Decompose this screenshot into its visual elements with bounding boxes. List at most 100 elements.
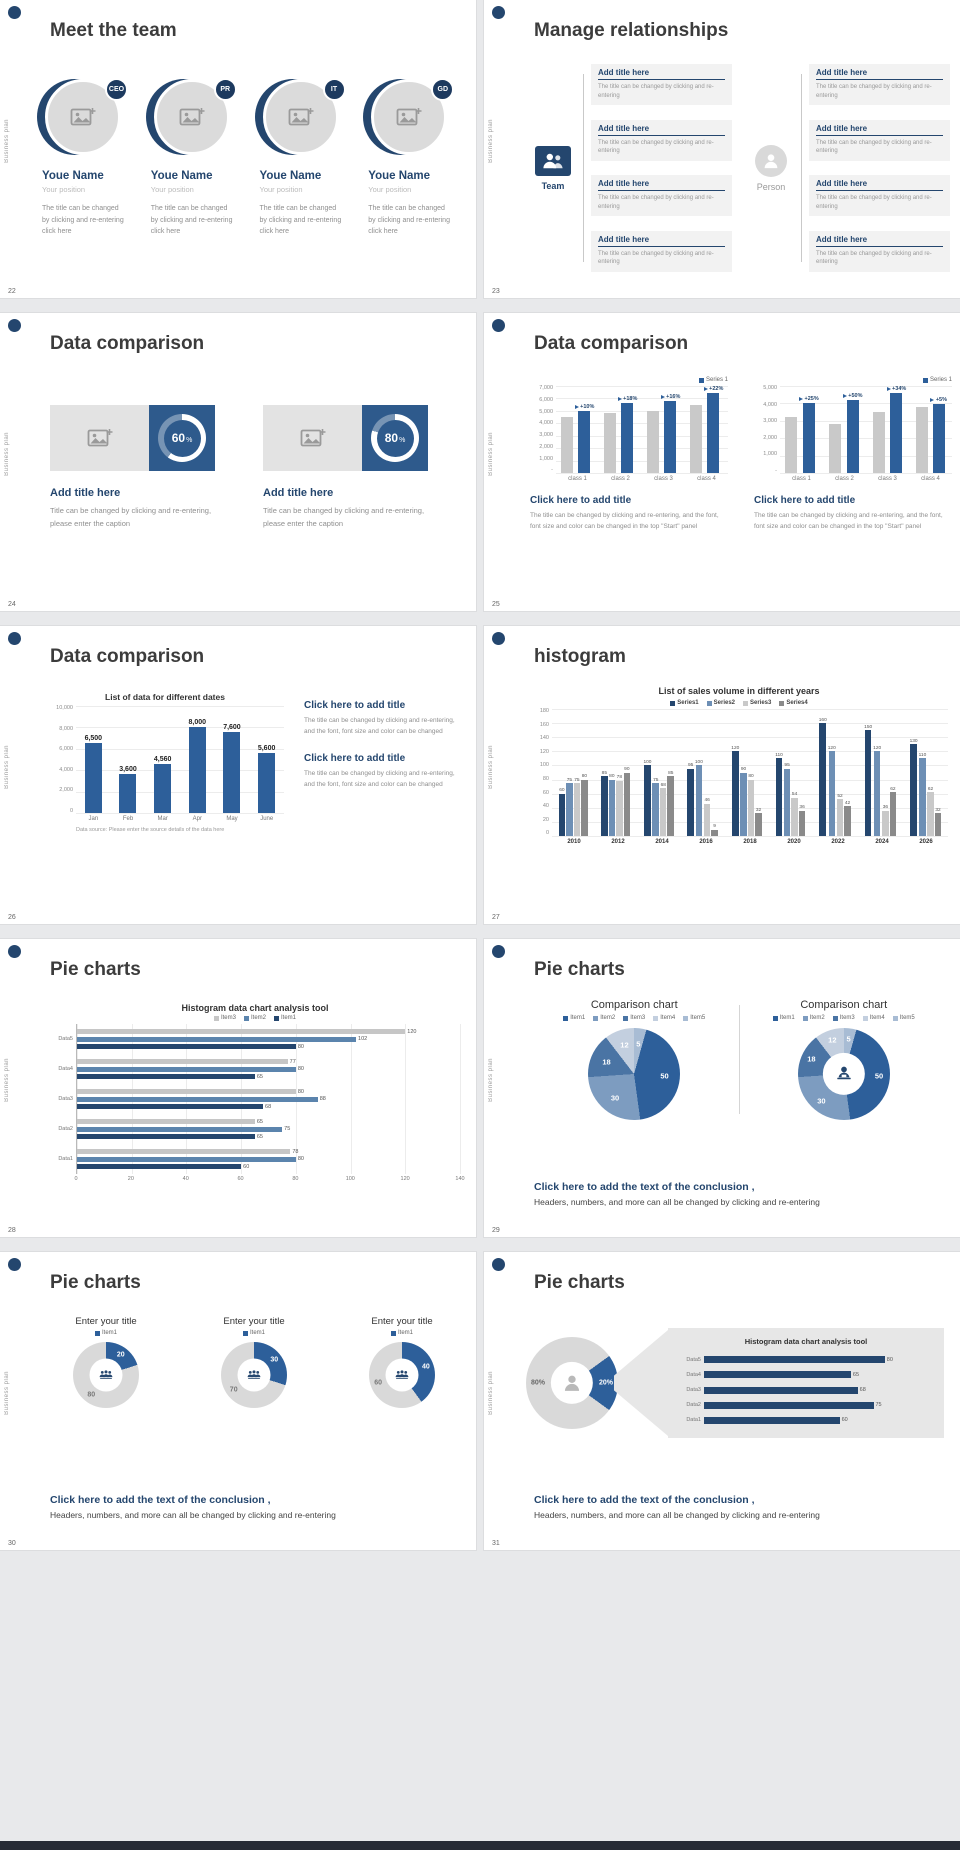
bar-wrap: 100 bbox=[695, 709, 703, 836]
title-box: Add title here The title can be changed … bbox=[809, 175, 950, 217]
bar-wrap: 36 bbox=[882, 709, 889, 836]
chart-title: Histogram data chart analysis tool bbox=[744, 1337, 868, 1346]
bar-value-text: 95 bbox=[687, 763, 694, 769]
bar-group: 80 88 68 bbox=[77, 1084, 460, 1114]
gauge-unit: % bbox=[399, 436, 406, 444]
slice-label: 12 bbox=[828, 1035, 837, 1045]
category-label: Data4 bbox=[58, 1066, 73, 1072]
bar-value-label: +5% bbox=[930, 397, 947, 403]
bar bbox=[707, 393, 720, 473]
slide-25-data-comparison[interactable]: Business plan Data comparison Series 1 7,… bbox=[484, 313, 960, 611]
bar-value-label: +25% bbox=[799, 396, 819, 402]
legend-swatch-icon bbox=[623, 1015, 629, 1021]
slide-26-data-comparison[interactable]: Business plan Data comparison List of da… bbox=[0, 626, 476, 924]
accent-dot-icon bbox=[492, 6, 505, 19]
flag-icon bbox=[842, 393, 847, 398]
x-axis-labels: 2010 2012 2014 2016 2018 2020 2022 2024 2026 bbox=[552, 837, 948, 845]
sidebar-vertical-label: Business plan bbox=[488, 432, 494, 477]
bar-value-text: +25% bbox=[804, 396, 819, 403]
slide-23-manage-relationships[interactable]: Business plan Manage relationships Team … bbox=[484, 0, 960, 298]
bar bbox=[910, 744, 917, 836]
bar-value-text: 6,500 bbox=[84, 735, 103, 743]
x-tick-label: class 2 bbox=[835, 476, 854, 482]
bar-row: 78 bbox=[77, 1149, 460, 1155]
box-divider bbox=[598, 190, 725, 192]
y-tick-label: - bbox=[551, 467, 553, 474]
bar-group: 68 bbox=[704, 1382, 930, 1397]
bar bbox=[934, 813, 942, 836]
bar-wrap: +10% bbox=[574, 386, 594, 473]
slide-31-pie-charts[interactable]: Business plan Pie charts 20% 80% Histogra… bbox=[484, 1252, 960, 1550]
bar bbox=[258, 753, 276, 813]
person-desk-icon bbox=[834, 1064, 854, 1084]
bar-value-label: 130 bbox=[910, 739, 918, 744]
slice-label: 5 bbox=[636, 1039, 641, 1049]
bar-value-text: 5,600 bbox=[257, 745, 276, 753]
slide-28-pie-charts[interactable]: Business plan Pie charts Histogram data … bbox=[0, 939, 476, 1237]
bar-wrap: 100 bbox=[643, 709, 651, 836]
x-tick-label: 40 bbox=[182, 1176, 189, 1182]
bar-wrap: 60 bbox=[558, 709, 566, 836]
x-tick-label: May bbox=[226, 816, 238, 822]
bar-value-text: 9 bbox=[713, 824, 716, 830]
bar-value-text: 120 bbox=[731, 745, 740, 751]
bar-value-text: +50% bbox=[848, 392, 863, 399]
legend-label: Item3 bbox=[839, 1015, 855, 1021]
title-box: Add title here The title can be changed … bbox=[591, 230, 732, 272]
conclusion-block: Click here to add the text of the conclu… bbox=[50, 1494, 456, 1520]
bar-value-label: 90 bbox=[624, 767, 629, 772]
horizontal-bar-chart: Histogram data chart analysis tool Item3 I… bbox=[50, 1003, 464, 1184]
people-icon bbox=[246, 1367, 262, 1383]
bar-value-label: 80 bbox=[297, 1088, 304, 1095]
bar bbox=[77, 1044, 296, 1049]
bar-value-text: 36 bbox=[882, 805, 889, 811]
column-text: The title can be changed by clicking and… bbox=[754, 512, 943, 531]
horizontal-bar-chart: Histogram data chart analysis tool Data5 D… bbox=[682, 1337, 930, 1428]
accent-dot-icon bbox=[492, 319, 505, 332]
gridline bbox=[76, 706, 284, 707]
slide-27-histogram[interactable]: Business plan histogram List of sales vo… bbox=[484, 626, 960, 924]
legend-label: Item2 bbox=[250, 1015, 266, 1021]
flag-icon bbox=[886, 387, 891, 391]
gridline bbox=[556, 398, 728, 400]
bar-wrap: 90 bbox=[623, 709, 631, 836]
legend-item: Series2 bbox=[706, 700, 735, 706]
donut-chart: Item1 Item2 Item3 Item4 Item5 5 50 30 18 12 bbox=[772, 1011, 915, 1120]
gridline bbox=[780, 386, 952, 387]
panel-title: Enter your title bbox=[223, 1316, 285, 1327]
chart-block: List of data for different dates 10,000 8,… bbox=[46, 692, 284, 833]
bar-wrap: 32 bbox=[755, 709, 762, 836]
block-heading: Click here to add title bbox=[304, 753, 406, 765]
category-labels: Data5 Data4 Data3 Data2 Data1 bbox=[50, 1024, 76, 1174]
sidebar-vertical-label: Business plan bbox=[4, 1371, 10, 1416]
bar-value-text: 62 bbox=[927, 786, 934, 792]
bar-value-label: 60 bbox=[559, 788, 564, 793]
bar-group: 5,600 bbox=[257, 706, 276, 813]
y-tick-label: 8,000 bbox=[59, 725, 73, 732]
accent-dot-icon bbox=[8, 945, 21, 958]
gridline bbox=[552, 709, 948, 710]
legend-swatch-icon bbox=[653, 1015, 659, 1021]
slice-label: 5 bbox=[846, 1034, 851, 1044]
slide-24-data-comparison[interactable]: Business plan Data comparison 60% Add ti… bbox=[0, 313, 476, 611]
person-group: Person Add title here The title can be c… bbox=[748, 64, 950, 272]
bar-value-label: 6,500 bbox=[85, 735, 103, 742]
slide-29-pie-charts[interactable]: Business plan Pie charts Comparison char… bbox=[484, 939, 960, 1237]
bar-value-label: 4,560 bbox=[154, 756, 172, 763]
gauge-center: 60% bbox=[163, 419, 201, 457]
y-tick-label: 4,000 bbox=[539, 420, 553, 427]
bar-wrap: 80 bbox=[747, 709, 755, 836]
slide-number: 31 bbox=[492, 1540, 500, 1547]
bar-wrap: 110 bbox=[775, 709, 783, 836]
bar-wrap bbox=[828, 386, 841, 473]
bar bbox=[846, 399, 859, 473]
image-placeholder-icon bbox=[300, 427, 326, 449]
slice-label: 18 bbox=[807, 1054, 816, 1064]
member-name: Youe Name bbox=[368, 170, 431, 182]
slice-label: 30 bbox=[610, 1093, 620, 1103]
slide-30-pie-charts[interactable]: Business plan Pie charts Enter your titl… bbox=[0, 1252, 476, 1550]
slide-22-meet-the-team[interactable]: Business plan Meet the team CEO Youe Nam… bbox=[0, 0, 476, 298]
slice-label: 80% bbox=[530, 1379, 545, 1387]
bar-group: 77 80 65 bbox=[77, 1054, 460, 1084]
bar bbox=[77, 1074, 255, 1079]
